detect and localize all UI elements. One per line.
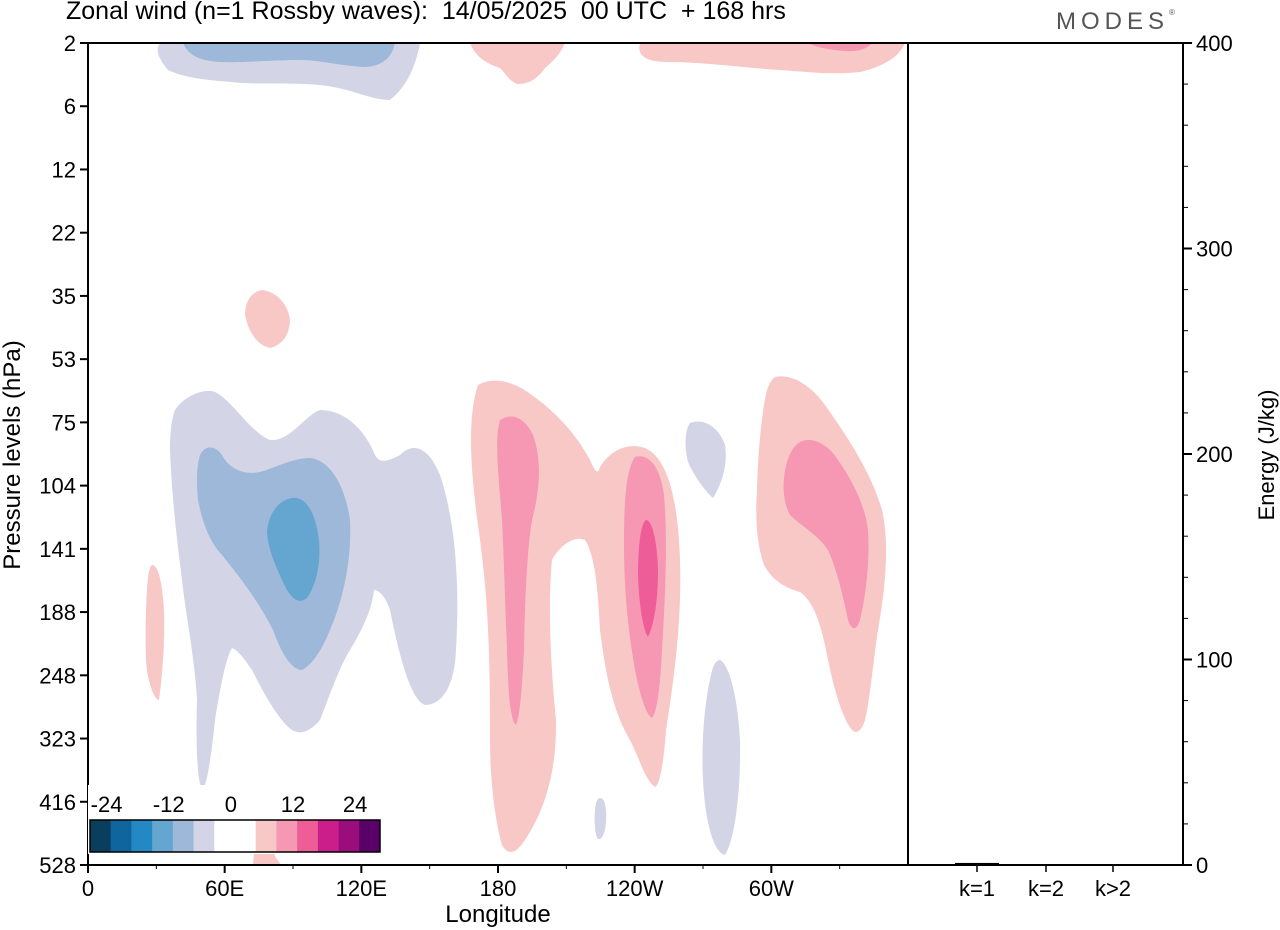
contour-pos-light-top-a	[470, 43, 565, 84]
contour-neg-light-small	[594, 797, 607, 840]
y-tick-label: 104	[39, 474, 76, 499]
colorbar-swatch	[110, 820, 132, 852]
colorbar-swatch	[359, 820, 381, 852]
energy-tick-label: 0	[1196, 853, 1208, 878]
x-axis-title: Longitude	[445, 901, 550, 928]
colorbar-swatch	[317, 820, 339, 852]
energy-bar-label: k>2	[1095, 876, 1131, 901]
colorbar-label: -12	[153, 792, 185, 817]
y-tick-label: 6	[64, 94, 76, 119]
colorbar-swatch	[90, 820, 112, 852]
colorbar-swatch	[172, 820, 194, 852]
energy-tick-label: 300	[1196, 237, 1233, 262]
y-axis-title: Pressure levels (hPa)	[0, 340, 26, 569]
x-tick-label: 0	[82, 876, 94, 901]
y-tick-label: 248	[39, 663, 76, 688]
contour-pos-dark-core	[638, 520, 658, 637]
colorbar-frame	[89, 819, 381, 853]
y-tick-label: 75	[52, 410, 76, 435]
energy-bar	[1091, 864, 1135, 865]
x-tick-label: 120E	[336, 876, 387, 901]
colorbar-swatch	[255, 820, 277, 852]
contour-pos-light-top-b	[639, 43, 905, 74]
colorbar-legend: -24 -12 0 12 24	[88, 785, 382, 854]
energy-bar	[955, 862, 999, 865]
colorbar-label: 12	[281, 792, 305, 817]
contour-pos-mid-top	[808, 43, 872, 52]
contour-neg-dark-core	[267, 497, 320, 601]
x-tick-label: 60W	[749, 876, 794, 901]
y-tick-label: 12	[52, 157, 76, 182]
energy-axis: 0 100 200 300 400	[1183, 31, 1233, 878]
energy-axis-title: Energy (J/kg)	[1254, 390, 1279, 521]
y-tick-label: 188	[39, 600, 76, 625]
contour-pos-light-west-b	[245, 290, 290, 348]
energy-bar	[1024, 864, 1068, 865]
y-tick-label: 141	[39, 537, 76, 562]
x-axis: 0 60E 120E 180 120W 60W	[82, 865, 841, 901]
colorbar-label: -24	[91, 792, 123, 817]
energy-bars: k=1 k=2 k>2	[955, 862, 1135, 901]
contour-pos-mid-east	[783, 440, 869, 629]
x-tick-label: 180	[480, 876, 517, 901]
energy-bar-label: k=2	[1028, 876, 1064, 901]
contour-neg-mid-upper	[183, 43, 395, 67]
chart-title: Zonal wind (n=1 Rossby waves): 14/05/202…	[66, 0, 786, 25]
colorbar-swatch	[131, 820, 153, 852]
colorbar-swatch	[235, 820, 257, 852]
contour-neg-light-east1	[685, 421, 726, 498]
y-tick-label: 2	[64, 31, 76, 56]
energy-tick-label: 200	[1196, 442, 1233, 467]
colorbar-swatch	[297, 820, 319, 852]
y-tick-label: 22	[52, 221, 76, 246]
x-tick-label: 60E	[205, 876, 244, 901]
energy-tick-label: 100	[1196, 648, 1233, 673]
contour-neg-light-east2	[702, 660, 741, 855]
contour-pos-mid-dateline	[497, 416, 539, 725]
colorbar-label: 24	[343, 792, 367, 817]
colorbar-swatch	[276, 820, 298, 852]
colorbar-label: 0	[225, 792, 237, 817]
energy-bar-label: k=1	[959, 876, 995, 901]
contour-field	[145, 43, 905, 865]
y-axis: 2 6 12 22 35 53 75 104 141 188 248 323 416 528	[39, 31, 88, 878]
brand-text: MODES	[1056, 8, 1170, 35]
y-tick-label: 416	[39, 790, 76, 815]
y-tick-label: 323	[39, 727, 76, 752]
colorbar-swatch	[214, 820, 236, 852]
contour-pos-light-west-a	[145, 565, 165, 700]
y-tick-label: 53	[52, 347, 76, 372]
y-tick-label: 35	[52, 284, 76, 309]
colorbar-swatch	[152, 820, 174, 852]
energy-tick-label: 400	[1196, 31, 1233, 56]
colorbar-swatch	[193, 820, 215, 852]
x-tick-label: 120W	[606, 876, 664, 901]
brand-logo: MODES®	[1056, 8, 1175, 36]
y-tick-label: 528	[39, 853, 76, 878]
brand-mark: ®	[1169, 8, 1175, 17]
colorbar-swatch	[338, 820, 360, 852]
